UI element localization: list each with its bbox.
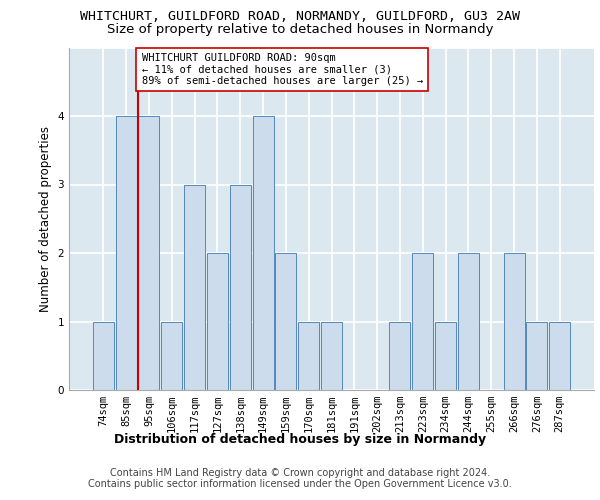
Text: Contains HM Land Registry data © Crown copyright and database right 2024.: Contains HM Land Registry data © Crown c… — [110, 468, 490, 477]
Text: Distribution of detached houses by size in Normandy: Distribution of detached houses by size … — [114, 432, 486, 446]
Bar — [230, 184, 251, 390]
Bar — [412, 253, 433, 390]
Bar — [184, 184, 205, 390]
Bar — [161, 322, 182, 390]
Bar — [435, 322, 456, 390]
Text: Contains public sector information licensed under the Open Government Licence v3: Contains public sector information licen… — [88, 479, 512, 489]
Bar — [321, 322, 342, 390]
Bar — [207, 253, 228, 390]
Bar — [253, 116, 274, 390]
Text: WHITCHURT GUILDFORD ROAD: 90sqm
← 11% of detached houses are smaller (3)
89% of : WHITCHURT GUILDFORD ROAD: 90sqm ← 11% of… — [142, 53, 423, 86]
Y-axis label: Number of detached properties: Number of detached properties — [39, 126, 52, 312]
Bar — [298, 322, 319, 390]
Bar — [458, 253, 479, 390]
Text: WHITCHURT, GUILDFORD ROAD, NORMANDY, GUILDFORD, GU3 2AW: WHITCHURT, GUILDFORD ROAD, NORMANDY, GUI… — [80, 10, 520, 23]
Bar — [526, 322, 547, 390]
Bar — [116, 116, 137, 390]
Bar — [503, 253, 524, 390]
Bar — [139, 116, 160, 390]
Text: Size of property relative to detached houses in Normandy: Size of property relative to detached ho… — [107, 22, 493, 36]
Bar — [389, 322, 410, 390]
Bar — [275, 253, 296, 390]
Bar — [549, 322, 570, 390]
Bar — [93, 322, 114, 390]
